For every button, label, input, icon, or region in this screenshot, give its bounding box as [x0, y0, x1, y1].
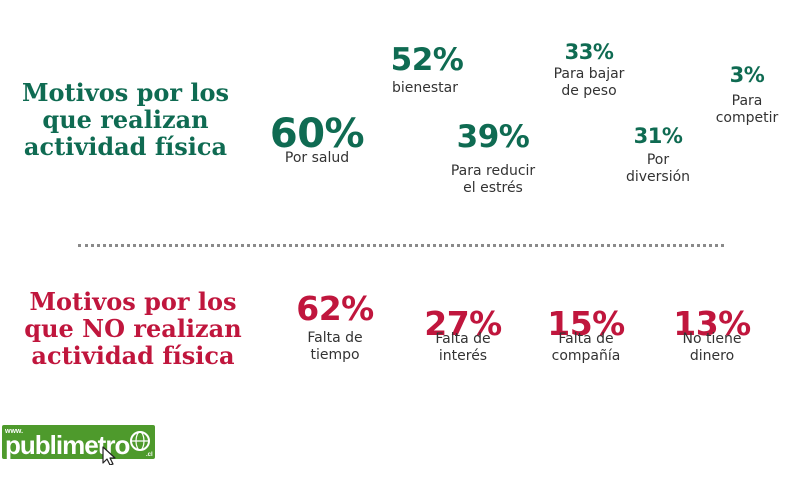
cursor-icon	[102, 446, 116, 465]
percentage-label: 60%	[269, 111, 365, 157]
positive-title-line: Motivos por los	[21, 78, 230, 107]
negative-title-line: Motivos por los	[29, 287, 237, 316]
reason-label: Falta de	[435, 331, 491, 347]
publimetro-logo: www. publimetro .cl	[0, 421, 162, 465]
motive-label: Para reducir	[450, 163, 536, 179]
motive-label: Por	[646, 152, 670, 168]
reason-label: interés	[438, 348, 488, 364]
motive-item-competir: 3% Para competir	[707, 65, 787, 127]
reason-label: tiempo	[310, 347, 360, 363]
reason-label: No tiene	[682, 331, 742, 347]
motive-label: Para	[731, 93, 763, 109]
reason-label: Falta de	[558, 331, 614, 347]
reason-item-dinero: 13% No tiene dinero	[662, 307, 762, 365]
negative-title-line: actividad física	[31, 341, 235, 370]
percentage-label: 27%	[424, 304, 502, 343]
percentage-label: 33%	[564, 40, 614, 64]
logo-prefix: www.	[4, 428, 23, 435]
motive-item-bienestar: 52% bienestar	[382, 45, 472, 97]
percentage-label: 15%	[547, 304, 625, 343]
reason-item-interes: 27% Falta de interés	[413, 307, 513, 365]
motive-label: bienestar	[392, 80, 458, 96]
motive-label: el estrés	[463, 180, 523, 196]
reason-item-compania: 15% Falta de compañía	[536, 307, 636, 365]
globe-icon	[130, 431, 150, 451]
motive-label: Para bajar	[553, 66, 625, 82]
positive-title-line: actividad física	[23, 132, 228, 161]
motive-label: Por salud	[284, 150, 350, 166]
percentage-label: 62%	[296, 289, 374, 328]
motive-label: diversión	[625, 169, 691, 185]
motive-item-salud: 60% Por salud	[262, 114, 372, 167]
motive-label: competir	[715, 110, 779, 126]
percentage-label: 3%	[729, 63, 765, 87]
motive-item-estres: 39% Para reducir el estrés	[437, 122, 549, 197]
percentage-label: 13%	[673, 304, 751, 343]
motive-item-peso: 33% Para bajar de peso	[540, 42, 638, 100]
motive-item-diversion: 31% Por diversión	[610, 126, 706, 186]
positive-motives-title: Motivos por los que realizan actividad f…	[18, 79, 233, 160]
negative-title-line: que NO realizan	[24, 314, 242, 343]
positive-title-line: que realizan	[42, 105, 209, 134]
motive-label: de peso	[561, 83, 617, 99]
percentage-label: 52%	[390, 42, 464, 78]
percentage-label: 39%	[456, 119, 530, 155]
percentage-label: 31%	[633, 124, 683, 148]
logo-suffix: .cl	[146, 452, 153, 458]
reason-label: compañía	[551, 348, 621, 364]
section-divider	[78, 244, 724, 247]
negative-motives-title: Motivos por los que NO realizan activida…	[18, 288, 248, 369]
reason-item-tiempo: 62% Falta de tiempo	[285, 292, 385, 364]
reason-label: dinero	[689, 348, 735, 364]
reason-label: Falta de	[307, 330, 363, 346]
